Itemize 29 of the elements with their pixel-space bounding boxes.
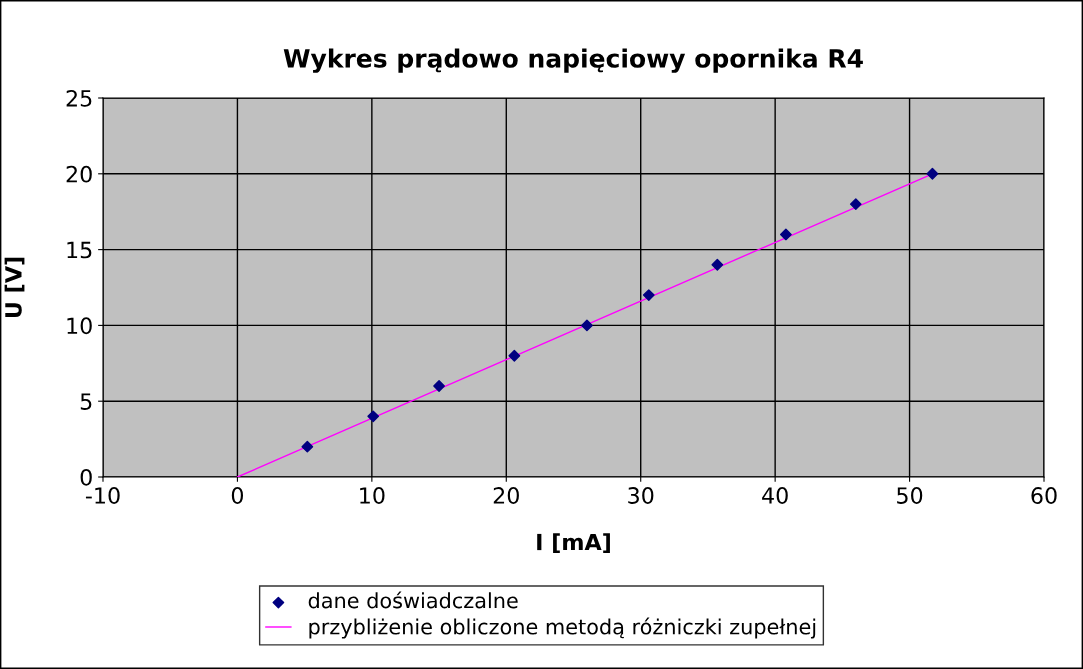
point	[581, 319, 593, 332]
y-tick-label: 5	[80, 393, 92, 410]
x-tick-label: 0	[231, 487, 244, 504]
chart-title: Wykres prądowo napięciowy opornika R4	[283, 48, 863, 73]
y-tick-label: 10	[67, 317, 92, 335]
x-tick-label: 60	[1031, 487, 1057, 504]
x-tick-label: 50	[897, 487, 923, 504]
point	[926, 167, 939, 180]
point	[849, 198, 862, 211]
point	[642, 289, 655, 301]
y-tick-label: 0	[80, 468, 92, 486]
legend-label: dane doświadczalne	[308, 591, 518, 609]
x-tick-label: 30	[628, 487, 654, 504]
point	[780, 228, 792, 241]
point	[711, 258, 724, 271]
point	[301, 440, 314, 453]
point	[433, 380, 445, 392]
x-tick-label: 20	[493, 487, 519, 504]
point	[367, 410, 380, 423]
y-tick-label: 20	[66, 165, 92, 183]
x-tick-label: -10	[85, 487, 120, 504]
y-tick-label: 15	[67, 241, 92, 259]
x-axis-title: I [mA]	[537, 533, 610, 554]
y-tick-label: 25	[66, 89, 92, 107]
x-tick-label: 10	[360, 487, 385, 504]
x-tick-label: 40	[762, 487, 788, 504]
y-axis-title: U [V]	[4, 257, 25, 318]
point	[508, 349, 521, 362]
legend-label: przybliżenie obliczone metodą różniczki zupełnej	[309, 617, 816, 639]
